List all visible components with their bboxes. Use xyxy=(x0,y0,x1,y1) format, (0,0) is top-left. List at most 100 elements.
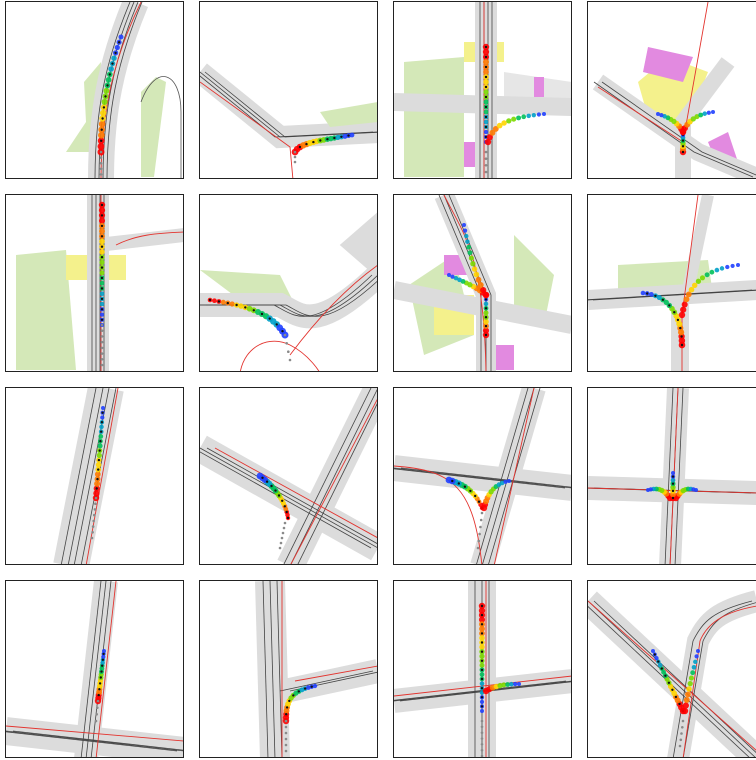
trajectory-point xyxy=(479,662,485,668)
ego-point xyxy=(288,699,291,703)
ego-point xyxy=(99,440,102,443)
trajectory-point xyxy=(542,112,546,116)
ego-point xyxy=(480,677,484,681)
history-point xyxy=(280,536,284,540)
scene-canvas xyxy=(394,388,571,564)
trajectory-point xyxy=(453,275,459,281)
scene-canvas xyxy=(394,195,571,371)
history-point xyxy=(484,170,488,174)
trajectory-point xyxy=(103,87,110,94)
trajectory-point xyxy=(695,278,702,284)
history-point xyxy=(293,160,297,164)
ego-point xyxy=(102,652,105,656)
road-surface xyxy=(97,228,183,252)
trajectory-point xyxy=(702,111,707,116)
trajectory-point xyxy=(229,301,235,307)
history-point xyxy=(480,754,484,757)
trajectory-point xyxy=(714,267,720,273)
history-point xyxy=(100,363,104,367)
ego-point xyxy=(97,693,100,697)
scene-canvas xyxy=(200,212,377,371)
trajectory-point xyxy=(312,683,318,689)
scene-panel-3 xyxy=(393,1,572,179)
trajectory-point xyxy=(501,120,507,126)
trajectory-point xyxy=(683,697,690,703)
ego-point xyxy=(463,485,467,488)
route-line xyxy=(200,81,294,178)
history-point xyxy=(100,335,104,338)
trajectory-point xyxy=(99,228,105,235)
ego-point xyxy=(100,266,104,269)
trajectory-point xyxy=(483,89,489,95)
lane-boundary xyxy=(80,581,102,757)
scene-canvas xyxy=(592,2,756,178)
trajectory-point xyxy=(99,301,105,307)
ego-point xyxy=(480,650,484,653)
ego-point xyxy=(653,653,656,656)
history-point xyxy=(284,737,288,741)
route-line xyxy=(493,388,535,564)
history-point xyxy=(477,539,481,543)
ego-point xyxy=(108,73,112,76)
lane-boundary xyxy=(206,280,377,317)
trajectory-point xyxy=(480,709,484,713)
lane-boundary xyxy=(283,388,372,564)
trajectory-point xyxy=(670,484,676,490)
lane-boundary xyxy=(200,275,377,317)
trajectory-point xyxy=(467,250,473,256)
ego-point xyxy=(681,145,685,148)
scene-canvas xyxy=(394,2,571,178)
scene-canvas xyxy=(16,195,183,371)
ego-point xyxy=(100,670,103,673)
route-line xyxy=(115,231,183,246)
trajectory-point xyxy=(479,644,485,650)
trajectory-point xyxy=(477,281,484,289)
lane-boundary xyxy=(588,600,756,757)
ego-point xyxy=(484,85,488,89)
trajectory-point xyxy=(101,98,108,105)
route-line xyxy=(394,675,571,697)
history-point xyxy=(96,699,100,703)
road-surface xyxy=(282,659,377,703)
road-surface xyxy=(339,212,377,278)
ego-point xyxy=(244,306,247,309)
trajectory-point xyxy=(482,58,490,66)
ego-point xyxy=(217,300,221,303)
trajectory-point xyxy=(98,434,104,439)
ego-point xyxy=(305,142,308,146)
route-line xyxy=(100,2,142,178)
trajectory-point xyxy=(526,113,531,119)
trajectory-point xyxy=(99,291,105,297)
road-surface xyxy=(667,590,756,757)
history-point xyxy=(283,521,287,525)
trajectory-point xyxy=(463,228,468,233)
magenta-area xyxy=(643,47,693,82)
green-area xyxy=(16,250,76,370)
trajectory-point xyxy=(680,306,687,313)
lane-boundary xyxy=(276,581,283,757)
road-surface xyxy=(394,93,571,116)
ego-point xyxy=(333,136,336,140)
ego-point xyxy=(681,150,685,154)
trajectory-point xyxy=(98,120,106,128)
ego-point xyxy=(661,298,665,301)
history-point xyxy=(480,719,484,723)
trajectory-point xyxy=(99,312,105,317)
route-line xyxy=(290,398,377,564)
ego-point xyxy=(671,688,674,691)
scene-canvas xyxy=(255,581,377,757)
history-point xyxy=(278,546,282,550)
lane-boundary xyxy=(200,274,373,317)
ego-point xyxy=(100,256,104,259)
history-point xyxy=(93,513,96,517)
trajectory-point xyxy=(97,142,105,150)
ego-point xyxy=(469,489,472,493)
lane-boundary xyxy=(60,388,97,564)
trajectory-point xyxy=(688,675,694,681)
trajectory-point xyxy=(694,488,698,492)
trajectory-point xyxy=(730,263,735,268)
lane-boundary xyxy=(206,447,377,544)
trajectory-point xyxy=(698,112,704,118)
trajectory-point xyxy=(462,223,466,227)
ego-point xyxy=(681,139,685,142)
